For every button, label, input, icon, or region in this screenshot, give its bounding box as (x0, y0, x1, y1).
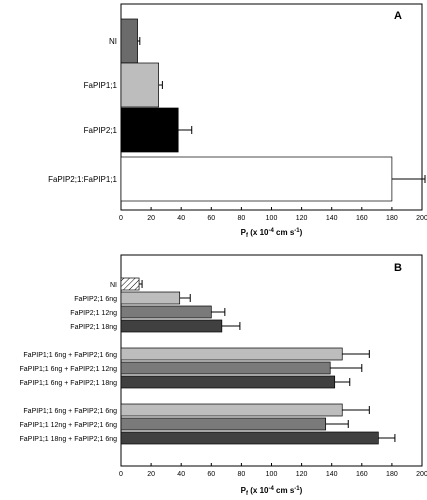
panel-b-bar (120, 403, 343, 417)
panel-b-bar (120, 417, 327, 431)
panel-a-category-label: FaPIP2;1 (84, 126, 118, 135)
panel-b-x-tick-label: 0 (119, 471, 123, 478)
panel-a-category-label: FaPIP2;1:FaPIP1;1 (48, 175, 117, 184)
panel-b-panel-label: B (394, 262, 402, 274)
panel-b-x-tick-label: 180 (386, 471, 398, 478)
panel-b-category-label: FaPIP1;1 12ng + FaPIP2;1 6ng (20, 422, 118, 429)
panel-b-x-tick-label: 20 (147, 471, 155, 478)
panel-a-bar (120, 156, 393, 202)
panel-b-category-label: FaPIP2;1 18ng (70, 324, 117, 331)
panel-b-x-tick-label: 120 (296, 471, 308, 478)
panel-b-x-tick-label: 200 (416, 471, 427, 478)
panel-a-bar (120, 62, 159, 108)
panel-a-panel-label: A (394, 10, 402, 22)
panel-b-bar (120, 319, 223, 333)
panel-a-x-axis-label: Pf (x 10-4 cm s-1) (241, 228, 303, 239)
panel-a-x-tick-label: 180 (386, 215, 398, 222)
panel-a-x-tick-label: 0 (119, 215, 123, 222)
panel-a-x-tick-label: 140 (326, 215, 338, 222)
panel-a-bar (120, 107, 179, 153)
panel-a-chart: 0 20 40 60 80 100 120 140 160 180 200 NI FaPIP1;1 FaP… (48, 3, 427, 239)
panel-b-bar (120, 361, 331, 375)
panel-b-chart: 0 20 40 60 80 100 120 140 160 180 200 NI FaPIP2;1 6n… (20, 254, 427, 497)
panel-b-bar (120, 375, 336, 389)
panel-a-x-tick-label: 60 (207, 215, 215, 222)
panel-a-category-label: NI (109, 37, 117, 46)
panel-b-x-tick-label: 160 (356, 471, 368, 478)
panel-a-x-tick-label: 120 (296, 215, 308, 222)
panel-b-x-tick-label: 40 (177, 471, 185, 478)
panel-b-bar (120, 291, 181, 305)
panel-b-x-tick-label: 80 (238, 471, 246, 478)
panel-b-category-label: FaPIP1;1 6ng + FaPIP2;1 6ng (23, 408, 117, 415)
panel-b-bar (120, 305, 212, 319)
panel-b-category-label: FaPIP1;1 6ng + FaPIP2;1 12ng (20, 366, 118, 373)
panel-a-category-label: FaPIP1;1 (84, 81, 118, 90)
panel-b-x-tick-label: 100 (266, 471, 278, 478)
panel-b-category-label: FaPIP2;1 12ng (70, 310, 117, 317)
panel-a-x-tick-label: 100 (266, 215, 278, 222)
panel-b-bar (120, 431, 379, 445)
panel-b-x-tick-label: 140 (326, 471, 338, 478)
panel-a-x-tick-label: 200 (416, 215, 427, 222)
panel-b-category-label: FaPIP1;1 6ng + FaPIP2;1 18ng (20, 380, 118, 387)
panel-a-bar (120, 18, 138, 64)
panel-b-x-tick-label: 60 (207, 471, 215, 478)
panel-a-x-tick-label: 20 (147, 215, 155, 222)
panel-a-x-tick-label: 80 (238, 215, 246, 222)
panel-a-x-tick-label: 160 (356, 215, 368, 222)
panel-b-bar (120, 277, 140, 291)
panel-b-category-label: FaPIP2;1 6ng (74, 296, 117, 303)
panel-b-category-label: FaPIP1;1 18ng + FaPIP2;1 6ng (20, 436, 118, 443)
panel-b-category-label: FaPIP1;1 6ng + FaPIP2;1 6ng (23, 352, 117, 359)
panel-a-x-tick-label: 40 (177, 215, 185, 222)
panel-b-x-axis-label: Pf (x 10-4 cm s-1) (241, 486, 303, 497)
panel-b-category-label: NI (110, 282, 117, 289)
panel-b-bar (120, 347, 343, 361)
